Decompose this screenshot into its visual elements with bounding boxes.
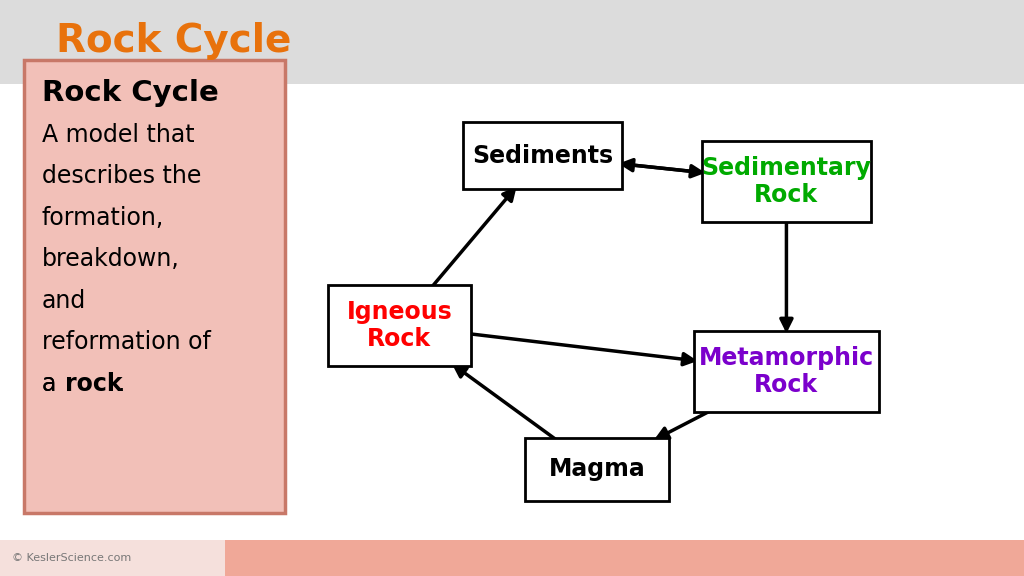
Text: reformation of: reformation of [42,330,211,354]
FancyBboxPatch shape [328,285,471,366]
Text: breakdown,: breakdown, [42,247,180,271]
Text: formation,: formation, [42,206,164,230]
Text: a: a [42,372,63,396]
Text: rock: rock [65,372,122,396]
Text: Rock Cycle: Rock Cycle [56,22,292,60]
FancyBboxPatch shape [24,60,285,513]
Text: Metamorphic
Rock: Metamorphic Rock [698,346,874,397]
Text: Rock Cycle: Rock Cycle [42,79,219,108]
Text: © KeslerScience.com: © KeslerScience.com [12,552,131,563]
Text: a: a [42,372,63,396]
FancyBboxPatch shape [525,438,669,501]
Text: Igneous
Rock: Igneous Rock [346,300,453,351]
Bar [0,0,1024,84]
Text: and: and [42,289,86,313]
Bar [225,540,1024,576]
FancyBboxPatch shape [463,123,623,189]
Text: describes the: describes the [42,164,202,188]
Bar [0,540,225,576]
FancyBboxPatch shape [702,141,870,222]
Text: Magma: Magma [549,457,645,482]
Text: .: . [118,372,125,396]
Text: Sedimentary
Rock: Sedimentary Rock [701,156,871,207]
Text: A model that: A model that [42,123,195,147]
FancyBboxPatch shape [694,331,879,412]
Text: Sediments: Sediments [472,143,613,168]
